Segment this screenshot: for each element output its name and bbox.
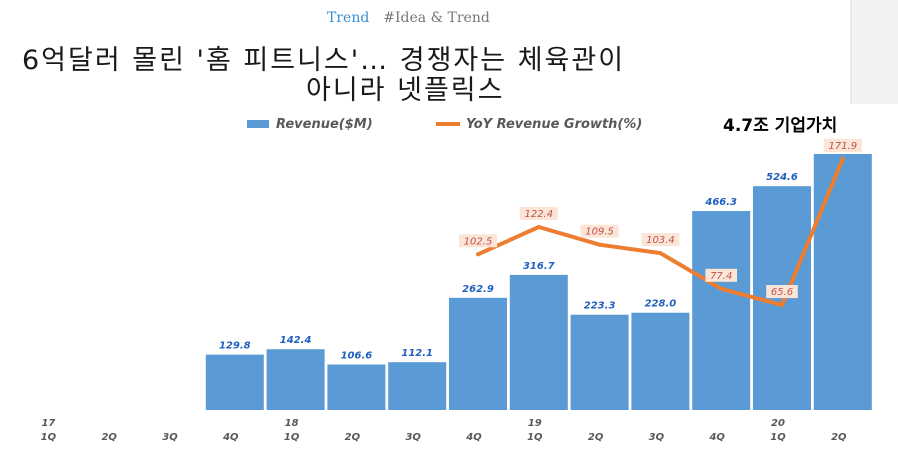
revenue-bar-11 bbox=[692, 211, 751, 410]
revenue-bar-10 bbox=[631, 312, 690, 410]
revenue-bar-8 bbox=[509, 274, 568, 410]
revenue-label-12: 524.6 bbox=[766, 172, 798, 183]
revenue-label-4: 142.4 bbox=[280, 335, 312, 346]
tick-quarter-4: 1Q bbox=[284, 432, 300, 443]
growth-label-box-11 bbox=[705, 268, 737, 282]
revenue-bar-6 bbox=[388, 362, 447, 410]
growth-label-12: 65.6 bbox=[771, 287, 793, 298]
tick-year-4: 18 bbox=[285, 418, 299, 429]
growth-label-8: 122.4 bbox=[524, 209, 553, 220]
growth-point-13 bbox=[840, 156, 845, 161]
revenue-bar-7 bbox=[449, 297, 507, 410]
tick-quarter-10: 3Q bbox=[649, 432, 665, 443]
revenue-bar-5 bbox=[327, 364, 386, 410]
revenue-label-7: 262.9 bbox=[462, 284, 494, 295]
tick-quarter-9: 2Q bbox=[588, 432, 604, 443]
tick-year-0: 17 bbox=[41, 418, 55, 429]
revenue-bar-13 bbox=[813, 154, 872, 410]
revenue-label-3: 129.8 bbox=[219, 341, 251, 352]
tick-quarter-12: 1Q bbox=[770, 432, 786, 443]
article-header bbox=[20, 0, 852, 104]
tick-quarter-6: 3Q bbox=[405, 432, 421, 443]
revenue-label-5: 106.6 bbox=[341, 351, 373, 362]
tick-quarter-8: 1Q bbox=[527, 432, 543, 443]
revenue-label-9: 223.3 bbox=[584, 301, 616, 312]
revenue-chart: Revenue($M) YoY Revenue Growth(%) 129.8 14… bbox=[41, 116, 872, 443]
kicker: Trend #Idea & Trend bbox=[327, 10, 490, 26]
growth-label-10: 103.4 bbox=[646, 235, 675, 246]
growth-label-11: 77.4 bbox=[710, 271, 732, 282]
growth-point-8 bbox=[536, 224, 541, 229]
tick-quarter-5: 2Q bbox=[345, 432, 361, 443]
growth-point-7 bbox=[476, 252, 480, 257]
revenue-bar-3 bbox=[205, 354, 264, 410]
legend: Revenue($M) YoY Revenue Growth(%) bbox=[247, 117, 642, 132]
tick-quarter-7: 4Q bbox=[465, 432, 482, 443]
header-scroll-shade bbox=[852, 0, 898, 104]
tick-quarter-11: 4Q bbox=[708, 432, 725, 443]
tick-quarter-2: 3Q bbox=[162, 432, 178, 443]
valuation-callout: 4.7조 기업가치 bbox=[723, 116, 837, 136]
tick-quarter-13: 2Q bbox=[831, 432, 847, 443]
growth-label-13: 171.9 bbox=[828, 141, 857, 152]
tick-year-12: 20 bbox=[771, 418, 785, 429]
article-title-line2: 아니라 넷플릭스 bbox=[306, 75, 505, 106]
tick-year-8: 19 bbox=[528, 418, 542, 429]
legend-label-revenue: Revenue($M) bbox=[276, 117, 373, 132]
tick-quarter-3: 4Q bbox=[222, 432, 239, 443]
growth-point-10 bbox=[658, 251, 663, 256]
growth-label-9: 109.5 bbox=[585, 227, 614, 238]
growth-label-box-7 bbox=[459, 234, 497, 248]
revenue-label-8: 316.7 bbox=[523, 261, 555, 272]
revenue-bars bbox=[205, 154, 872, 410]
growth-label-box-12 bbox=[766, 285, 798, 299]
growth-label-7: 102.5 bbox=[464, 236, 493, 247]
x-axis-ticks: 17 1Q 2Q 3Q 4Q 18 1Q 2Q 3Q 4Q 19 1Q 2Q 3Q 4Q 20 1Q 2Q bbox=[41, 418, 847, 443]
revenue-bar-4 bbox=[266, 349, 325, 410]
growth-label-box-10 bbox=[641, 233, 680, 247]
article-title-line1: 6억달러 몰린 '홈 피트니스'… 경쟁자는 체육관이 bbox=[22, 45, 626, 76]
growth-point-11 bbox=[719, 286, 724, 291]
revenue-label-10: 228.0 bbox=[645, 299, 677, 310]
growth-line bbox=[476, 156, 845, 308]
tick-quarter-0: 1Q bbox=[41, 432, 57, 443]
growth-label-box-8 bbox=[519, 206, 558, 220]
revenue-label-6: 112.1 bbox=[401, 348, 433, 359]
revenue-label-11: 466.3 bbox=[704, 197, 737, 208]
growth-point-12 bbox=[780, 303, 784, 308]
data-labels: 129.8 142.4 106.6 112.1 262.9 316.7 223.3 228.0… bbox=[219, 138, 862, 362]
revenue-bar-9 bbox=[570, 314, 629, 410]
growth-point-9 bbox=[597, 242, 602, 247]
growth-label-box-13 bbox=[823, 138, 862, 152]
tag-link[interactable]: #Idea & Trend bbox=[383, 10, 490, 26]
tick-quarter-1: 2Q bbox=[101, 432, 117, 443]
legend-swatch-revenue bbox=[247, 120, 269, 128]
legend-label-growth: YoY Revenue Growth(%) bbox=[466, 117, 642, 132]
category-link[interactable]: Trend bbox=[327, 10, 370, 26]
growth-label-box-9 bbox=[580, 224, 619, 238]
